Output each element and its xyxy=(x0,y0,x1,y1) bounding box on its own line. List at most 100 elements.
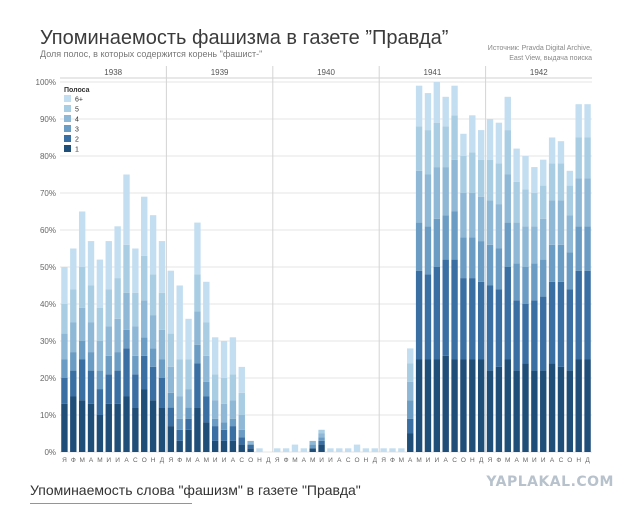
bar-segment-layer6 xyxy=(291,444,299,452)
x-tick-label: И xyxy=(106,457,111,464)
bar-segment-layer6 xyxy=(451,85,458,116)
bar-segment-layer1 xyxy=(167,426,175,452)
bar-segment-layer6 xyxy=(87,241,95,286)
legend-label: 6+ xyxy=(75,97,83,104)
bar-segment-layer2 xyxy=(105,374,112,404)
x-tick-label: Д xyxy=(479,457,484,464)
bar-segment-layer4 xyxy=(460,193,467,238)
bar-segment-layer3 xyxy=(548,244,556,282)
bar-segment-layer5 xyxy=(460,156,467,193)
bar-segment-layer5 xyxy=(105,289,112,327)
bar-segment-layer5 xyxy=(584,137,591,179)
bar-segment-layer5 xyxy=(78,267,86,308)
bar-segment-layer6 xyxy=(380,448,387,452)
bar-segment-layer6 xyxy=(522,156,529,190)
bar-segment-layer1 xyxy=(132,407,139,452)
bar-segment-layer3 xyxy=(460,237,467,279)
x-tick-label: С xyxy=(559,457,564,464)
bar-segment-layer6 xyxy=(176,285,183,360)
y-tick-label: 60% xyxy=(40,226,56,235)
bar-segment-layer4 xyxy=(415,170,423,223)
bar-segment-layer4 xyxy=(486,200,494,245)
bar-segment-layer6 xyxy=(327,448,334,452)
legend-label: 2 xyxy=(75,137,79,144)
bar-segment-layer3 xyxy=(584,226,591,271)
x-tick-label: А xyxy=(89,457,94,464)
bar-segment-layer4 xyxy=(477,196,485,242)
x-tick-label: Я xyxy=(275,457,280,464)
bar-segment-layer3 xyxy=(105,355,112,375)
bar-segment-layer2 xyxy=(522,304,529,364)
bar-segment-layer5 xyxy=(96,307,104,341)
bar-segment-layer1 xyxy=(114,403,121,452)
bar-segment-layer2 xyxy=(194,363,201,408)
bar-segment-layer3 xyxy=(203,381,210,397)
bar-segment-layer3 xyxy=(424,226,432,275)
bar-segment-layer2 xyxy=(247,444,254,449)
bar-segment-layer2 xyxy=(203,396,210,423)
x-tick-label: М xyxy=(416,457,421,464)
legend-swatch xyxy=(64,125,71,132)
bar-segment-layer6 xyxy=(167,270,175,334)
bar-segment-layer4 xyxy=(513,222,520,264)
bar-segment-layer3 xyxy=(477,241,485,282)
bar-segment-layer3 xyxy=(185,407,192,419)
bar-segment-layer6 xyxy=(566,170,574,186)
legend-title: Полоса xyxy=(64,87,90,94)
y-tick-label: 40% xyxy=(40,300,56,309)
bar-segment-layer5 xyxy=(211,374,219,401)
bar-segment-layer2 xyxy=(486,285,494,371)
x-tick-label: М xyxy=(310,457,315,464)
bar-segment-layer3 xyxy=(513,263,520,301)
bar-segment-layer5 xyxy=(531,193,538,227)
bar-segment-layer5 xyxy=(318,429,325,434)
x-tick-label: Д xyxy=(585,457,590,464)
bar-segment-layer5 xyxy=(61,304,68,334)
bar-segment-layer6 xyxy=(460,133,467,156)
bar-segment-layer1 xyxy=(451,359,458,452)
x-tick-label: Я xyxy=(168,457,173,464)
bar-segment-layer5 xyxy=(238,392,245,415)
bar-segment-layer6 xyxy=(548,137,556,164)
bar-segment-layer1 xyxy=(176,440,183,452)
bar-segment-layer1 xyxy=(531,370,538,452)
x-tick-label: Н xyxy=(257,457,262,464)
bar-segment-layer1 xyxy=(522,363,529,452)
bar-segment-layer1 xyxy=(433,359,441,452)
x-tick-label: О xyxy=(248,457,253,464)
bar-segment-layer2 xyxy=(123,348,130,397)
bar-segment-layer2 xyxy=(415,270,423,360)
x-tick-label: Н xyxy=(151,457,156,464)
bar-segment-layer6 xyxy=(353,444,361,452)
legend-swatch xyxy=(64,105,71,112)
bar-segment-layer3 xyxy=(158,359,166,378)
caption-underline xyxy=(30,503,192,504)
bar-segment-layer2 xyxy=(460,278,467,360)
bar-segment-layer5 xyxy=(451,115,458,160)
bar-segment-layer2 xyxy=(61,378,68,404)
bar-segment-layer2 xyxy=(477,281,485,360)
bar-segment-layer2 xyxy=(451,259,458,360)
bar-segment-layer6 xyxy=(78,211,86,267)
bar-segment-layer2 xyxy=(185,418,192,430)
bar-segment-layer3 xyxy=(407,400,414,419)
bar-segment-layer3 xyxy=(132,355,139,375)
bar-segment-layer6 xyxy=(149,215,157,275)
caption-link[interactable]: Упоминаемость слова "фашизм" в газете "П… xyxy=(30,482,361,498)
bar-segment-layer2 xyxy=(149,366,157,401)
bar-segment-layer6 xyxy=(513,148,520,182)
bar-segment-layer5 xyxy=(477,159,485,197)
bar-segment-layer1 xyxy=(123,396,130,452)
bar-segment-layer3 xyxy=(557,244,565,282)
bar-segment-layer1 xyxy=(203,422,210,452)
bar-segment-layer1 xyxy=(424,359,432,452)
x-tick-label: Я xyxy=(62,457,67,464)
x-tick-label: И xyxy=(426,457,431,464)
bar-segment-layer6 xyxy=(575,104,582,138)
x-tick-label: Н xyxy=(364,457,369,464)
bar-segment-layer4 xyxy=(451,159,458,212)
bar-segment-layer4 xyxy=(566,215,574,253)
bar-segment-layer5 xyxy=(469,152,476,193)
bar-segment-layer6 xyxy=(495,122,503,164)
x-tick-label: Ф xyxy=(71,457,76,464)
